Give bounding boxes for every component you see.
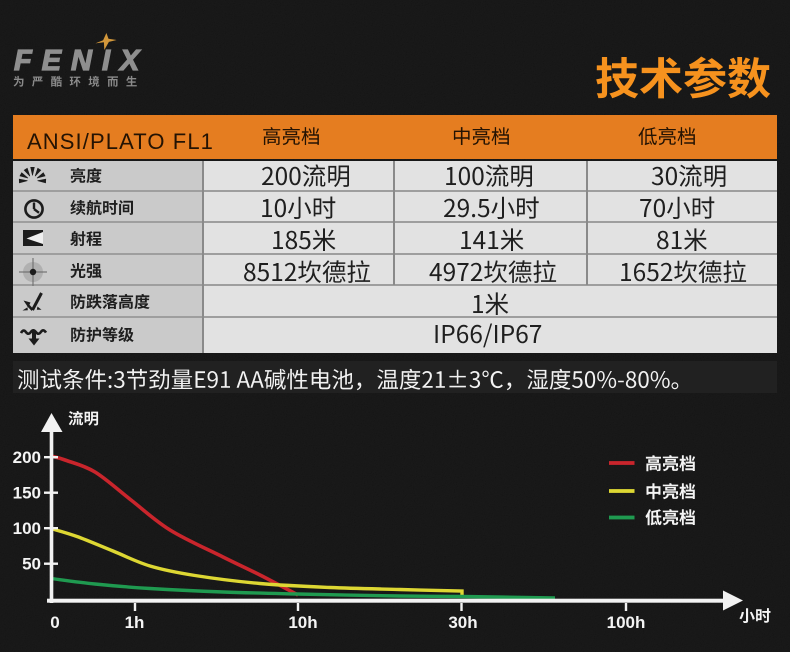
svg-text:100: 100 <box>13 519 41 538</box>
svg-text:150: 150 <box>13 484 41 503</box>
svg-text:30h: 30h <box>448 613 477 632</box>
svg-text:200: 200 <box>13 448 41 467</box>
svg-text:50: 50 <box>22 555 41 574</box>
svg-text:0: 0 <box>50 613 59 632</box>
svg-text:10h: 10h <box>288 613 317 632</box>
svg-text:1h: 1h <box>125 613 145 632</box>
svg-text:100h: 100h <box>607 613 646 632</box>
